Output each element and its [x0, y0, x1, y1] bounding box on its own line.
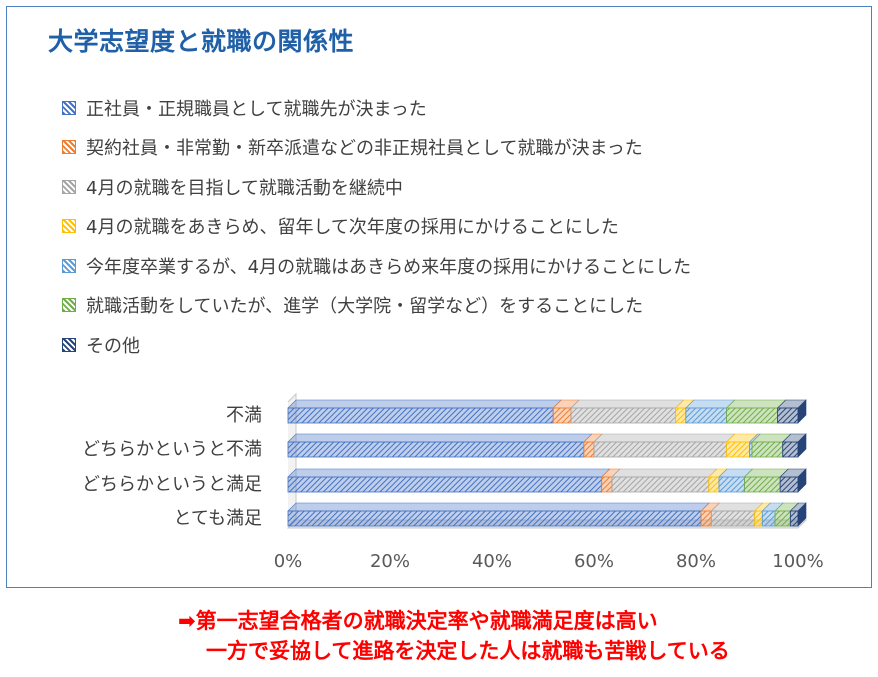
bar-segment	[751, 441, 784, 458]
arrow-icon: ➡	[178, 609, 196, 633]
bar-segment	[611, 476, 710, 493]
legend-item: 今年度卒業するが、4月の就職はあきらめ来年度の採用にかけることにした	[62, 246, 691, 286]
bar-end-face	[797, 433, 807, 458]
category-label: 不満	[226, 405, 262, 426]
bar-segment-top	[593, 433, 736, 443]
legend-swatch	[62, 100, 76, 115]
bar-end-face	[797, 502, 807, 527]
legend-label: 契約社員・非常勤・新卒派遣などの非正規社員として就職が決まった	[86, 138, 643, 160]
category-label: とても満足	[173, 508, 262, 529]
bar-segment	[570, 407, 676, 424]
legend-swatch	[62, 298, 76, 313]
bar-segment	[601, 476, 613, 493]
bar-segment-top	[725, 399, 787, 409]
bar-segment	[552, 407, 572, 424]
legend-item: 4月の就職を目指して就職活動を継続中	[62, 167, 691, 207]
caption-line-1: 第一志望合格者の就職決定率や就職満足度は高い	[195, 609, 658, 633]
x-tick-label: 60%	[574, 551, 614, 572]
bar-segment	[287, 476, 603, 493]
legend-item: 契約社員・非常勤・新卒派遣などの非正規社員として就職が決まった	[62, 128, 691, 168]
bar-segment	[777, 407, 799, 424]
x-tick-label: 40%	[472, 551, 512, 572]
bar-end-face	[797, 468, 807, 493]
bar-segment	[718, 476, 745, 493]
bar-segment-top	[287, 399, 562, 409]
bar-segment-top	[710, 502, 764, 512]
legend-swatch	[62, 140, 76, 155]
bar-segment	[774, 510, 791, 527]
legend-label: その他	[86, 335, 140, 357]
bar-segment	[708, 476, 720, 493]
bar-segment-top	[287, 502, 710, 512]
legend-label: 正社員・正規職員として就職先が決まった	[86, 98, 427, 120]
bar-segment	[287, 441, 585, 458]
bar-segment	[789, 510, 799, 527]
bar-segment-top	[287, 433, 593, 443]
bar-segment	[754, 510, 763, 527]
legend-item: 就職活動をしていたが、進学（大学院・留学など）をすることにした	[62, 286, 691, 326]
legend-swatch	[62, 179, 76, 194]
bar-segment	[675, 407, 687, 424]
bar-segment	[685, 407, 727, 424]
bar-end-face	[797, 399, 807, 424]
legend: 正社員・正規職員として就職先が決まった契約社員・非常勤・新卒派遣などの非正規社員…	[62, 88, 691, 365]
category-label: どちらかというと不満	[82, 439, 262, 460]
bar-segment-top	[611, 468, 718, 478]
bar-segment	[726, 441, 750, 458]
legend-item: 正社員・正規職員として就職先が決まった	[62, 88, 691, 128]
legend-label: 4月の就職をあきらめ、留年して次年度の採用にかけることにした	[86, 217, 619, 239]
legend-item: 4月の就職をあきらめ、留年して次年度の採用にかけることにした	[62, 207, 691, 247]
legend-label: 4月の就職を目指して就職活動を継続中	[86, 177, 403, 199]
bar-segment	[779, 476, 799, 493]
bar-segment	[726, 407, 778, 424]
legend-swatch	[62, 258, 76, 273]
legend-item: その他	[62, 325, 691, 365]
bar-segment	[761, 510, 776, 527]
x-tick-label: 20%	[370, 551, 410, 572]
category-label: どちらかというと満足	[82, 474, 262, 495]
caption-line-2: 一方で妥協して進路を決定した人は就職も苦戦している	[206, 639, 730, 663]
legend-label: 就職活動をしていたが、進学（大学院・留学など）をすることにした	[86, 296, 644, 318]
legend-swatch	[62, 337, 76, 352]
legend-label: 今年度卒業するが、4月の就職はあきらめ来年度の採用にかけることにした	[86, 256, 692, 278]
x-tick-label: 0%	[274, 551, 303, 572]
bar-segment-top	[685, 399, 736, 409]
bar-segment-top	[570, 399, 685, 409]
bar-segment	[744, 476, 781, 493]
caption: ➡第一志望合格者の就職決定率や就職満足度は高い 一方で妥協して進路を決定した人は…	[178, 606, 730, 666]
bar-segment	[700, 510, 712, 527]
x-tick-label: 100%	[772, 551, 823, 572]
bar-segment	[287, 510, 702, 527]
bar-segment	[593, 441, 728, 458]
chart-title: 大学志望度と就職の関係性	[48, 27, 355, 56]
x-tick-label: 80%	[676, 551, 716, 572]
bar-segment	[782, 441, 799, 458]
bar-segment	[287, 407, 554, 424]
bar-segment-top	[287, 468, 611, 478]
legend-swatch	[62, 219, 76, 234]
bar-segment	[710, 510, 756, 527]
bar-segment	[583, 441, 595, 458]
